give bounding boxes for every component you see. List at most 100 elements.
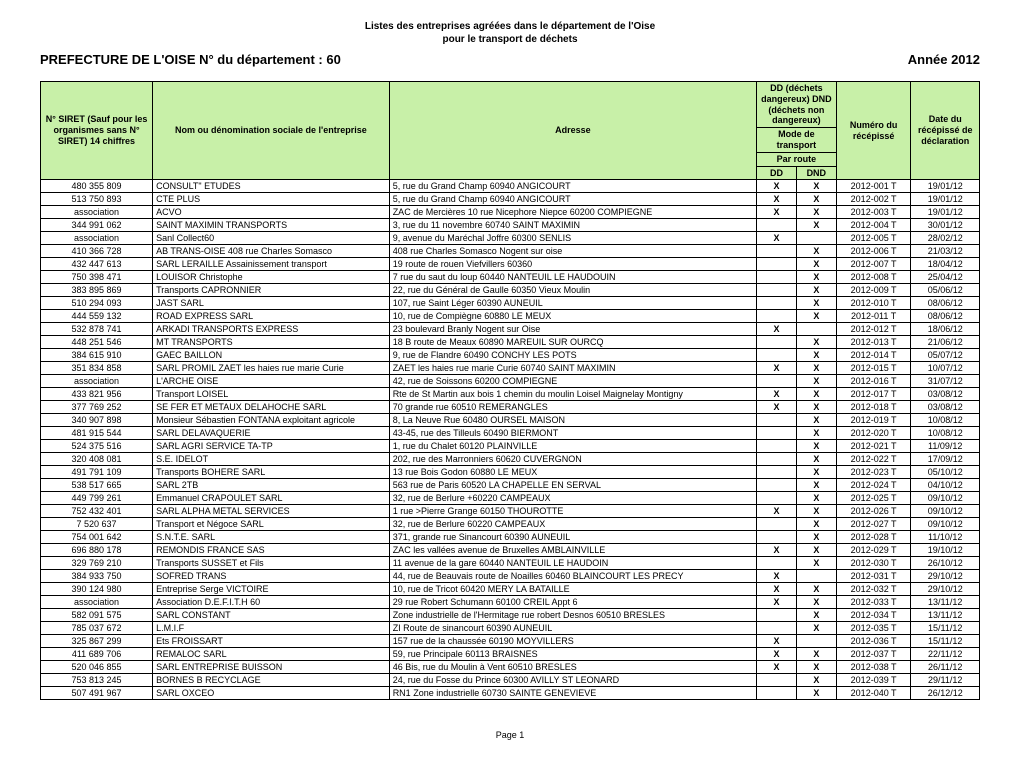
cell-name: Transports CAPRONNIER xyxy=(153,284,390,297)
cell-dd xyxy=(757,557,797,570)
cell-dd: X xyxy=(757,388,797,401)
table-row: 491 791 109Transports BOHERE SARL13 rue … xyxy=(41,466,980,479)
cell-siret: 524 375 516 xyxy=(41,440,153,453)
table-row: 481 915 544SARL DELAVAQUERIE43-45, rue d… xyxy=(41,427,980,440)
cell-date: 10/08/12 xyxy=(911,414,980,427)
cell-siret: 480 355 809 xyxy=(41,180,153,193)
cell-name: SARL AGRI SERVICE TA-TP xyxy=(153,440,390,453)
cell-siret: 449 799 261 xyxy=(41,492,153,505)
cell-num: 2012-038 T xyxy=(836,661,911,674)
cell-siret: 513 750 893 xyxy=(41,193,153,206)
cell-date: 09/10/12 xyxy=(911,492,980,505)
cell-name: SOFRED TRANS xyxy=(153,570,390,583)
page-footer: Page 1 xyxy=(40,730,980,740)
cell-dd xyxy=(757,674,797,687)
cell-dd xyxy=(757,609,797,622)
doc-title: Listes des entreprises agréées dans le d… xyxy=(40,20,980,46)
cell-dnd: X xyxy=(796,180,836,193)
cell-name: SARL 2TB xyxy=(153,479,390,492)
th-dd: DD xyxy=(757,166,797,180)
cell-name: Association D.E.F.I.T.H 60 xyxy=(153,596,390,609)
cell-siret: 448 251 546 xyxy=(41,336,153,349)
cell-dd: X xyxy=(757,570,797,583)
cell-name: SAINT MAXIMIN TRANSPORTS xyxy=(153,219,390,232)
cell-name: REMALOC SARL xyxy=(153,648,390,661)
cell-name: S.N.T.E. SARL xyxy=(153,531,390,544)
cell-addr: 32, rue de Berlure +60220 CAMPEAUX xyxy=(389,492,756,505)
cell-num: 2012-010 T xyxy=(836,297,911,310)
cell-dd xyxy=(757,349,797,362)
cell-dnd xyxy=(796,232,836,245)
cell-addr: ZAET les haies rue marie Curie 60740 SAI… xyxy=(389,362,756,375)
cell-siret: 753 813 245 xyxy=(41,674,153,687)
cell-date: 09/10/12 xyxy=(911,505,980,518)
cell-dnd: X xyxy=(796,362,836,375)
cell-date: 17/09/12 xyxy=(911,453,980,466)
cell-name: Sanl Collect60 xyxy=(153,232,390,245)
table-row: associationACVOZAC de Mercières 10 rue N… xyxy=(41,206,980,219)
cell-date: 30/01/12 xyxy=(911,219,980,232)
cell-num: 2012-004 T xyxy=(836,219,911,232)
cell-name: SARL LERAILLE Assainissement transport xyxy=(153,258,390,271)
cell-date: 26/10/12 xyxy=(911,557,980,570)
cell-addr: 107, rue Saint Léger 60390 AUNEUIL xyxy=(389,297,756,310)
table-body: 480 355 809CONSULT" ETUDES5, rue du Gran… xyxy=(41,180,980,700)
cell-name: MT TRANSPORTS xyxy=(153,336,390,349)
cell-addr: 24, rue du Fosse du Prince 60300 AVILLY … xyxy=(389,674,756,687)
table-row: 384 615 910GAEC BAILLON9, rue de Flandre… xyxy=(41,349,980,362)
cell-name: REMONDIS FRANCE SAS xyxy=(153,544,390,557)
cell-siret: 383 895 869 xyxy=(41,284,153,297)
cell-num: 2012-033 T xyxy=(836,596,911,609)
cell-siret: 320 408 081 xyxy=(41,453,153,466)
cell-name: Monsieur Sébastien FONTANA exploitant ag… xyxy=(153,414,390,427)
table-row: associationAssociation D.E.F.I.T.H 6029 … xyxy=(41,596,980,609)
cell-num: 2012-017 T xyxy=(836,388,911,401)
cell-dd xyxy=(757,297,797,310)
cell-date: 21/06/12 xyxy=(911,336,980,349)
cell-addr: ZAC les vallées avenue de Bruxelles AMBL… xyxy=(389,544,756,557)
cell-addr: 32, rue de Berlure 60220 CAMPEAUX xyxy=(389,518,756,531)
cell-siret: 538 517 665 xyxy=(41,479,153,492)
table-row: 410 366 728AB TRANS-OISE 408 rue Charles… xyxy=(41,245,980,258)
cell-dd xyxy=(757,687,797,700)
cell-name: AB TRANS-OISE 408 rue Charles Somasco xyxy=(153,245,390,258)
cell-siret: 410 366 728 xyxy=(41,245,153,258)
cell-num: 2012-020 T xyxy=(836,427,911,440)
cell-date: 10/07/12 xyxy=(911,362,980,375)
cell-dnd: X xyxy=(796,310,836,323)
cell-date: 11/09/12 xyxy=(911,440,980,453)
doc-title-line1: Listes des entreprises agréées dans le d… xyxy=(365,21,655,32)
cell-addr: 408 rue Charles Somasco Nogent sur oise xyxy=(389,245,756,258)
cell-date: 21/03/12 xyxy=(911,245,980,258)
cell-siret: 411 689 706 xyxy=(41,648,153,661)
table-row: 411 689 706REMALOC SARL59, rue Principal… xyxy=(41,648,980,661)
cell-date: 28/02/12 xyxy=(911,232,980,245)
cell-addr: 23 boulevard Branly Nogent sur Oise xyxy=(389,323,756,336)
cell-name: Emmanuel CRAPOULET SARL xyxy=(153,492,390,505)
table-row: 384 933 750SOFRED TRANS44, rue de Beauva… xyxy=(41,570,980,583)
cell-dnd: X xyxy=(796,427,836,440)
cell-siret: 351 834 858 xyxy=(41,362,153,375)
cell-addr: RN1 Zone industrielle 60730 SAINTE GENEV… xyxy=(389,687,756,700)
table-row: 329 769 210Transports SUSSET et Fils11 a… xyxy=(41,557,980,570)
cell-num: 2012-040 T xyxy=(836,687,911,700)
cell-num: 2012-026 T xyxy=(836,505,911,518)
table-head: N° SIRET (Sauf pour les organismes sans … xyxy=(41,82,980,180)
cell-name: LOUISOR Christophe xyxy=(153,271,390,284)
cell-addr: Zone industrielle de l'Hermitage rue rob… xyxy=(389,609,756,622)
cell-num: 2012-023 T xyxy=(836,466,911,479)
table-row: 785 037 672L.M.I.FZI Route de sinancourt… xyxy=(41,622,980,635)
cell-addr: 371, grande rue Sinancourt 60390 AUNEUIL xyxy=(389,531,756,544)
cell-dd: X xyxy=(757,193,797,206)
cell-dd xyxy=(757,427,797,440)
cell-name: L.M.I.F xyxy=(153,622,390,635)
cell-siret: association xyxy=(41,596,153,609)
cell-dnd: X xyxy=(796,219,836,232)
cell-num: 2012-027 T xyxy=(836,518,911,531)
cell-siret: 384 933 750 xyxy=(41,570,153,583)
cell-date: 29/10/12 xyxy=(911,570,980,583)
cell-siret: 532 878 741 xyxy=(41,323,153,336)
cell-date: 31/07/12 xyxy=(911,375,980,388)
cell-dd: X xyxy=(757,596,797,609)
cell-name: SARL PROMIL ZAET les haies rue marie Cur… xyxy=(153,362,390,375)
